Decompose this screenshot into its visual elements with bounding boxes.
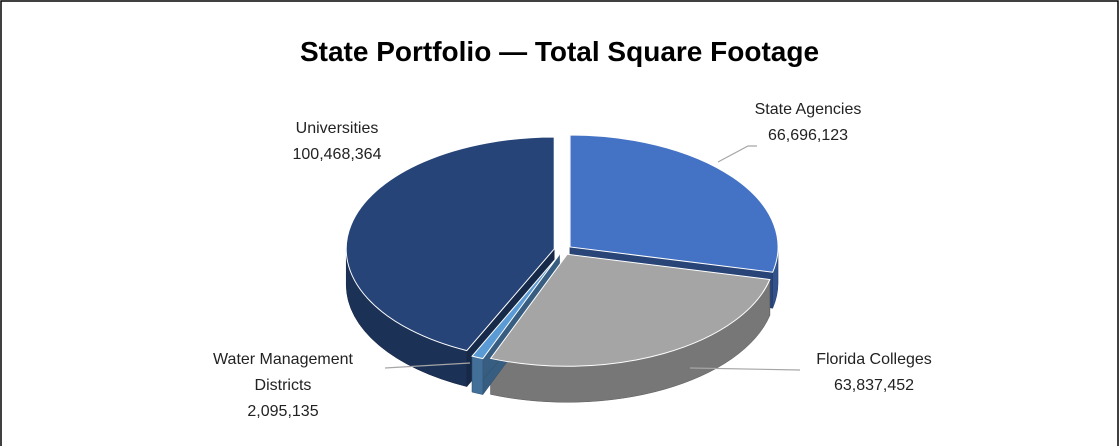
label-value: 100,468,364	[292, 146, 382, 163]
data-label: State Agencies 66,696,123	[708, 97, 908, 149]
leader-line	[717, 145, 757, 163]
slice	[569, 134, 779, 273]
data-label: Water Management Districts 2,095,135	[203, 347, 363, 425]
label-value: 66,696,123	[767, 127, 849, 144]
data-label: Universities 100,468,364	[237, 116, 437, 168]
leader-line	[384, 362, 471, 369]
label-name: Universities	[295, 120, 379, 137]
label-name: Florida Colleges	[816, 351, 932, 368]
label-value: 2,095,135	[247, 403, 319, 420]
slice-wall	[471, 355, 484, 395]
chart-title: State Portfolio — Total Square Footage	[299, 36, 820, 67]
data-label: Florida Colleges 63,837,452	[774, 347, 974, 399]
slice	[471, 254, 560, 360]
slice	[345, 136, 555, 352]
label-name: Water Management Districts	[213, 351, 353, 394]
label-value: 63,837,452	[833, 377, 915, 394]
label-name: State Agencies	[754, 101, 862, 118]
leader-line	[689, 367, 801, 371]
slice	[489, 253, 771, 367]
